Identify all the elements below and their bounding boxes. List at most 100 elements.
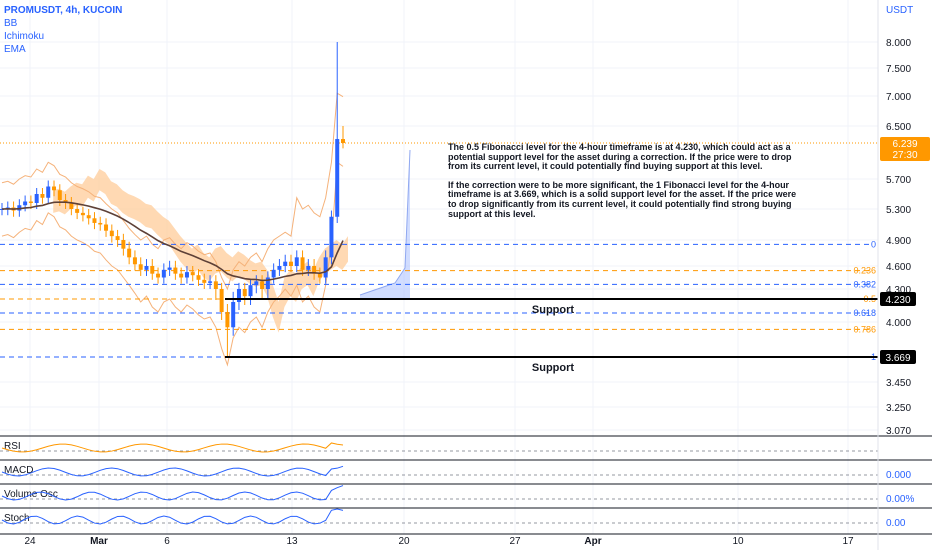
candle-body (208, 281, 213, 283)
candle-body (23, 201, 28, 206)
time-axis-label: 27 (509, 536, 521, 547)
pane-series-line (1, 442, 344, 453)
candle-body (190, 272, 195, 276)
fib-level-label: 0.786 (853, 324, 876, 334)
chart-legend: PROMUSDT, 4h, KUCOIN BB Ichimoku EMA (4, 4, 122, 56)
candle-body (75, 209, 80, 213)
candle-body (138, 264, 143, 270)
candle-body (52, 186, 57, 191)
candle-body (329, 216, 334, 258)
price-axis-tick: 3.250 (886, 403, 911, 414)
candle-body (127, 248, 132, 258)
support-layer: Support Support (225, 298, 878, 374)
price-axis-tick: 5.700 (886, 175, 911, 186)
price-axis-tick: 4.900 (886, 236, 911, 247)
time-axis-label: 6 (164, 536, 170, 547)
candle-body (86, 215, 91, 219)
candle-body (28, 201, 33, 203)
indicator-bb[interactable]: BB (4, 18, 18, 29)
grid-layer (0, 0, 878, 534)
candle-body (40, 194, 45, 198)
support-price-badge (880, 292, 916, 306)
last-price-value: 6.239 (892, 139, 917, 150)
candle-body (265, 277, 270, 289)
pane-title: Stoch (4, 513, 30, 524)
pane-series-line (1, 508, 344, 525)
price-axis-tick: 6.500 (886, 122, 911, 133)
time-axis-label: 10 (732, 536, 744, 547)
price-axis-tick: 8.000 (886, 38, 911, 49)
candle-body (115, 236, 120, 240)
candle-body (225, 312, 230, 328)
candle-body (202, 279, 207, 283)
candle-body (0, 209, 4, 210)
candle-body (80, 212, 85, 216)
candle-body (231, 302, 236, 328)
time-axis-label: 17 (842, 536, 854, 547)
bb-lower-band (1, 161, 344, 367)
countdown-timer: 27:30 (892, 150, 917, 161)
time-axis-label: 20 (398, 536, 410, 547)
candle-body (312, 266, 317, 274)
candle-body (294, 257, 299, 266)
candle-body (69, 203, 74, 209)
candle-body (34, 194, 39, 203)
fib-level-label: 0.382 (853, 279, 876, 289)
candles-layer (0, 42, 345, 357)
currency-label: USDT (886, 5, 913, 16)
candle-body (242, 289, 247, 297)
candle-body (57, 190, 62, 200)
indicator-ichimoku[interactable]: Ichimoku (4, 31, 45, 42)
fib-level-label: 0.236 (853, 266, 876, 276)
candle-body (236, 289, 241, 302)
pane-title: RSI (4, 441, 21, 452)
axes-layer: 24 Mar 6 13 20 27 Apr 10 17 USDT 8.000 7.500 7.000 6.… (24, 0, 930, 550)
bollinger-bands-layer (1, 92, 344, 367)
candle-body (150, 266, 155, 274)
pane-value-label: 0.00 (886, 518, 906, 529)
fib-level-label: 0 (871, 239, 876, 249)
support-label: Support (532, 362, 574, 374)
ichimoku-cloud-future (360, 150, 410, 300)
ema-layer (1, 201, 344, 282)
price-axis-tick: 5.300 (886, 205, 911, 216)
candle-body (92, 218, 97, 223)
candle-body (219, 289, 224, 312)
candle-body (260, 281, 265, 289)
pane-title: MACD (4, 465, 33, 476)
analysis-note: The 0.5 Fibonacci level for the 4-hour t… (448, 142, 800, 228)
ema-line (1, 201, 344, 282)
candle-body (156, 273, 161, 278)
candle-body (288, 261, 293, 266)
pane-value-label: 0.000 (886, 470, 911, 481)
price-axis-tick: 4.300 (886, 285, 911, 296)
candle-body (109, 230, 114, 237)
ichimoku-layer (53, 149, 411, 333)
support-price-value: 3.669 (885, 353, 910, 364)
pane-value-label: 0.00% (886, 494, 914, 505)
indicator-ema[interactable]: EMA (4, 44, 26, 55)
time-axis-label: Apr (584, 536, 601, 547)
candle-body (300, 257, 305, 270)
candle-body (323, 257, 328, 278)
fib-level-label: 0.618 (853, 308, 876, 318)
analysis-paragraph-2: If the correction were to be more signif… (448, 179, 797, 219)
price-axis-tick: 3.450 (886, 378, 911, 389)
support-price-value: 4.230 (885, 295, 910, 306)
price-axis-tick: 7.500 (886, 64, 911, 75)
time-axis-label: 24 (24, 536, 36, 547)
support-label: Support (532, 304, 574, 316)
candle-body (341, 139, 345, 143)
analysis-paragraph-1: The 0.5 Fibonacci level for the 4-hour t… (448, 142, 792, 172)
price-axis-tick: 3.070 (886, 426, 911, 437)
symbol-title[interactable]: PROMUSDT, 4h, KUCOIN (4, 5, 123, 16)
candle-body (271, 269, 276, 278)
candle-body (196, 275, 201, 280)
candle-body (248, 285, 253, 297)
candle-body (121, 240, 126, 249)
candle-body (283, 261, 288, 266)
candle-body (184, 272, 189, 278)
candle-body (132, 257, 137, 265)
